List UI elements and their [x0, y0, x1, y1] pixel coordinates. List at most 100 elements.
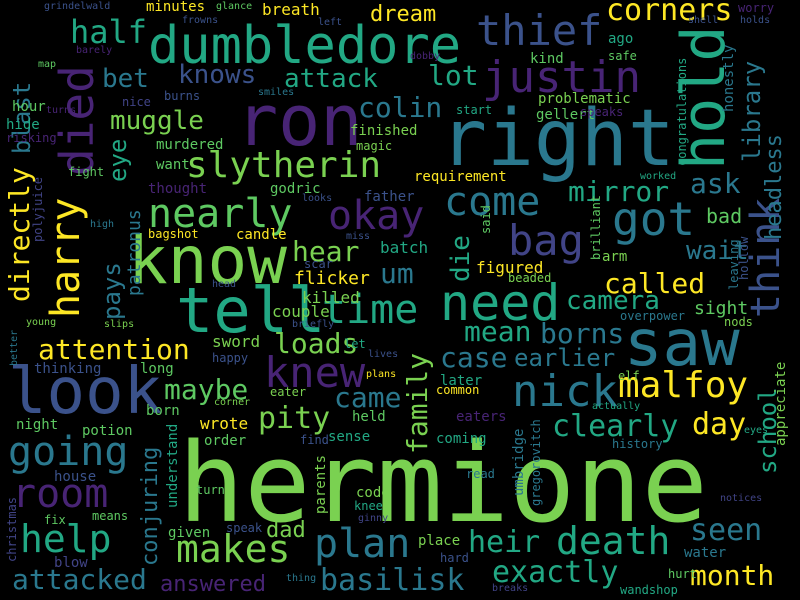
- word-pity: pity: [258, 401, 331, 436]
- word-colin: colin: [358, 91, 443, 124]
- word-nick: nick: [512, 366, 618, 417]
- word-plans: plans: [366, 369, 397, 380]
- word-um: um: [380, 257, 414, 290]
- word-elf: elf: [618, 369, 640, 383]
- word-answered: answered: [160, 572, 266, 597]
- word-nice: nice: [122, 95, 151, 109]
- word-given: given: [168, 525, 211, 541]
- word-dream: dream: [370, 2, 437, 27]
- word-earlier: earlier: [514, 344, 616, 372]
- word-bet: bet: [102, 64, 149, 94]
- word-brilliant: brilliant: [589, 194, 603, 260]
- word-justin: justin: [482, 52, 641, 103]
- word-basilisk: basilisk: [320, 563, 465, 598]
- word-eye: eye: [104, 138, 132, 182]
- word-godric: godric: [270, 181, 321, 197]
- word-eyes: eyes: [744, 425, 769, 436]
- word-room: room: [12, 471, 109, 517]
- word-hide: hide: [6, 117, 40, 133]
- word-notices: notices: [720, 493, 763, 504]
- word-appreciate: appreciate: [773, 361, 789, 446]
- word-sight: sight: [694, 298, 749, 319]
- word-directly: directly: [3, 167, 36, 302]
- word-figured: figured: [476, 258, 544, 277]
- word-gregorovitch: gregorovitch: [529, 419, 543, 506]
- word-flicker: flicker: [294, 268, 370, 289]
- word-lot: lot: [428, 59, 479, 92]
- word-turn: turn: [196, 483, 225, 497]
- word-magic: magic: [356, 139, 393, 153]
- word-mirror: mirror: [568, 175, 670, 208]
- word-knows: knows: [178, 60, 257, 90]
- word-house: house: [54, 469, 97, 485]
- word-bagshot: bagshot: [148, 227, 199, 241]
- word-congratulations: congratulations: [675, 57, 689, 166]
- word-hurt: hurt: [668, 567, 697, 581]
- word-night: night: [16, 417, 59, 433]
- word-called: called: [604, 267, 706, 300]
- word-death: death: [556, 519, 671, 563]
- word-overpower: overpower: [620, 309, 686, 323]
- word-candle: candle: [236, 227, 287, 243]
- word-place: place: [418, 533, 461, 549]
- word-patronus: patronus: [124, 209, 145, 296]
- word-wrote: wrote: [200, 414, 249, 433]
- word-ron: ron: [236, 80, 363, 162]
- word-honestly: honestly: [721, 44, 737, 112]
- word-born: born: [146, 403, 180, 419]
- word-christmas: christmas: [5, 496, 19, 562]
- word-father: father: [364, 189, 415, 205]
- word-speaks: speaks: [580, 105, 624, 119]
- word-batch: batch: [380, 238, 429, 257]
- word-young: young: [26, 317, 57, 328]
- word-dumbledore: dumbledore: [148, 16, 462, 76]
- word-dad: dad: [266, 518, 306, 543]
- word-murdered: murdered: [156, 137, 224, 153]
- word-sense: sense: [328, 429, 371, 445]
- word-coming: coming: [436, 431, 487, 447]
- word-burns: burns: [164, 89, 201, 103]
- word-muggle: muggle: [110, 106, 204, 136]
- word-nearly: nearly: [148, 191, 293, 237]
- word-got: got: [612, 192, 696, 246]
- word-harry: harry: [43, 197, 89, 318]
- word-water: water: [684, 545, 727, 561]
- word-camera: camera: [566, 286, 660, 316]
- word-happy: happy: [212, 351, 249, 365]
- word-slips: slips: [104, 319, 135, 330]
- word-worry: worry: [738, 1, 775, 15]
- word-loads: loads: [274, 327, 359, 360]
- word-okay: okay: [328, 193, 425, 239]
- word-problematic: problematic: [538, 91, 631, 107]
- word-want: want: [156, 157, 190, 173]
- word-potion: potion: [82, 423, 133, 439]
- word-hour: hour: [12, 99, 46, 115]
- word-finished: finished: [350, 123, 418, 139]
- word-knew: knew: [264, 348, 366, 397]
- word-heir: heir: [468, 525, 541, 560]
- word-thief: thief: [476, 6, 603, 55]
- word-actually: actually: [592, 401, 641, 412]
- word-risking: risking: [6, 131, 57, 145]
- word-saw: saw: [624, 307, 740, 381]
- word-glance: glance: [216, 1, 253, 12]
- word-grindelwald: grindelwald: [44, 1, 111, 12]
- word-attacked: attacked: [12, 563, 147, 596]
- word-speak: speak: [226, 521, 263, 535]
- word-fight: fight: [68, 165, 105, 179]
- word-know: know: [128, 222, 287, 299]
- word-looks: looks: [302, 193, 333, 204]
- word-held: held: [352, 409, 386, 425]
- word-fix: fix: [44, 513, 66, 527]
- word-maybe: maybe: [164, 373, 249, 406]
- word-conjuring: conjuring: [138, 446, 163, 566]
- word-mean: mean: [464, 315, 532, 348]
- word-code: code: [356, 485, 390, 501]
- word-attention: attention: [38, 333, 190, 366]
- word-gellert: gellert: [536, 107, 596, 123]
- word-ago: ago: [608, 31, 634, 47]
- word-tell: tell: [176, 274, 326, 347]
- word-worked: worked: [640, 171, 677, 182]
- word-thought: thought: [148, 181, 208, 197]
